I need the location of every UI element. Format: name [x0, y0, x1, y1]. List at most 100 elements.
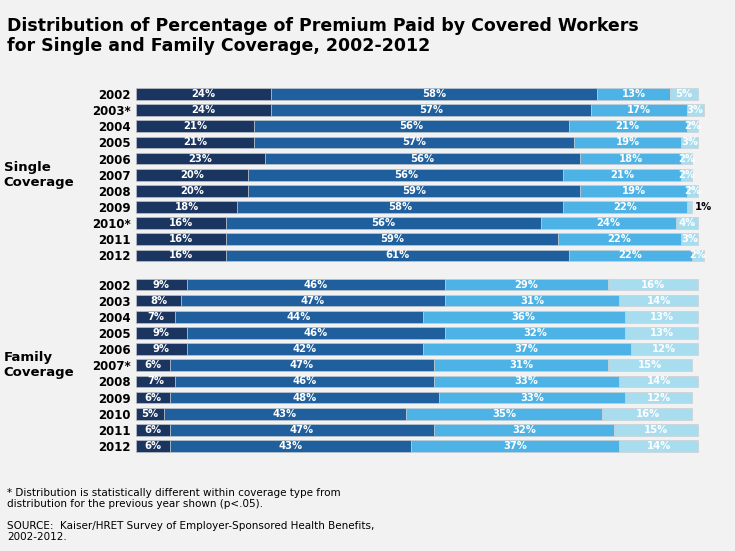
- Text: 2%: 2%: [684, 121, 701, 131]
- Text: 56%: 56%: [394, 170, 417, 180]
- Text: 24%: 24%: [596, 218, 620, 228]
- Text: 18%: 18%: [618, 154, 642, 164]
- Text: 56%: 56%: [411, 154, 434, 164]
- Bar: [226, 217, 541, 229]
- Bar: [136, 137, 254, 148]
- Bar: [136, 153, 265, 164]
- Text: 6%: 6%: [144, 425, 162, 435]
- Text: 5%: 5%: [675, 89, 692, 99]
- Text: 13%: 13%: [621, 89, 645, 99]
- Text: 19%: 19%: [616, 137, 640, 148]
- Text: 12%: 12%: [652, 344, 676, 354]
- Text: 6%: 6%: [144, 392, 162, 403]
- Text: 46%: 46%: [304, 279, 328, 289]
- Bar: [176, 376, 434, 387]
- Bar: [136, 295, 181, 306]
- Bar: [670, 88, 698, 100]
- Bar: [681, 169, 692, 181]
- Text: 3%: 3%: [681, 234, 698, 244]
- Bar: [681, 137, 698, 148]
- Bar: [574, 137, 681, 148]
- Bar: [136, 250, 226, 261]
- Bar: [181, 295, 445, 306]
- Text: 46%: 46%: [304, 328, 328, 338]
- Bar: [591, 104, 686, 116]
- Bar: [423, 311, 625, 323]
- Text: 15%: 15%: [644, 425, 668, 435]
- Bar: [187, 327, 445, 339]
- Bar: [563, 169, 681, 181]
- Bar: [187, 343, 423, 355]
- Bar: [558, 234, 681, 245]
- Text: 21%: 21%: [183, 121, 207, 131]
- Bar: [569, 250, 692, 261]
- Bar: [625, 327, 698, 339]
- Text: Distribution of Percentage of Premium Paid by Covered Workers
for Single and Fam: Distribution of Percentage of Premium Pa…: [7, 17, 639, 55]
- Bar: [412, 440, 620, 452]
- Text: 1%: 1%: [695, 202, 712, 212]
- Bar: [136, 104, 271, 116]
- Text: 2%: 2%: [678, 154, 695, 164]
- Text: 58%: 58%: [422, 89, 446, 99]
- Text: 35%: 35%: [492, 409, 516, 419]
- Bar: [170, 424, 434, 436]
- Bar: [254, 121, 569, 132]
- Text: 47%: 47%: [301, 296, 325, 306]
- Bar: [445, 279, 608, 290]
- Text: 8%: 8%: [150, 296, 167, 306]
- Bar: [686, 201, 692, 213]
- Bar: [136, 440, 170, 452]
- Bar: [620, 376, 698, 387]
- Text: 19%: 19%: [621, 186, 645, 196]
- Bar: [692, 250, 703, 261]
- Text: 47%: 47%: [290, 360, 314, 370]
- Text: 4%: 4%: [678, 218, 695, 228]
- Bar: [136, 327, 187, 339]
- Text: 43%: 43%: [273, 409, 297, 419]
- Text: 21%: 21%: [610, 170, 634, 180]
- Bar: [248, 185, 580, 197]
- Text: 22%: 22%: [613, 202, 637, 212]
- Bar: [563, 201, 686, 213]
- Text: 46%: 46%: [293, 376, 317, 386]
- Text: 43%: 43%: [279, 441, 303, 451]
- Text: 16%: 16%: [169, 218, 193, 228]
- Bar: [136, 201, 237, 213]
- Text: 56%: 56%: [399, 121, 423, 131]
- Text: 24%: 24%: [191, 89, 215, 99]
- Bar: [136, 121, 254, 132]
- Text: 3%: 3%: [681, 137, 698, 148]
- Text: 44%: 44%: [287, 312, 311, 322]
- Text: 20%: 20%: [180, 170, 204, 180]
- Text: 31%: 31%: [509, 360, 533, 370]
- Text: 56%: 56%: [371, 218, 395, 228]
- Bar: [686, 185, 698, 197]
- Bar: [406, 408, 603, 419]
- Text: 37%: 37%: [514, 344, 539, 354]
- Bar: [136, 279, 187, 290]
- Text: 5%: 5%: [141, 409, 159, 419]
- Bar: [625, 392, 692, 403]
- Bar: [681, 153, 692, 164]
- Text: 48%: 48%: [293, 392, 317, 403]
- Bar: [271, 104, 591, 116]
- Bar: [625, 311, 698, 323]
- Text: 13%: 13%: [650, 312, 673, 322]
- Text: Single
Coverage: Single Coverage: [4, 161, 74, 188]
- Bar: [136, 311, 176, 323]
- Text: 7%: 7%: [147, 312, 164, 322]
- Text: 22%: 22%: [607, 234, 631, 244]
- Bar: [445, 327, 625, 339]
- Bar: [597, 88, 670, 100]
- Text: 9%: 9%: [153, 344, 170, 354]
- Text: 12%: 12%: [647, 392, 671, 403]
- Text: 36%: 36%: [512, 312, 536, 322]
- Text: 32%: 32%: [523, 328, 547, 338]
- Bar: [271, 88, 597, 100]
- Text: 18%: 18%: [174, 202, 198, 212]
- Text: 2%: 2%: [689, 251, 706, 261]
- Bar: [136, 185, 248, 197]
- Bar: [136, 392, 170, 403]
- Text: SOURCE:  Kaiser/HRET Survey of Employer-Sponsored Health Benefits,
2002-2012.: SOURCE: Kaiser/HRET Survey of Employer-S…: [7, 521, 375, 542]
- Bar: [136, 424, 170, 436]
